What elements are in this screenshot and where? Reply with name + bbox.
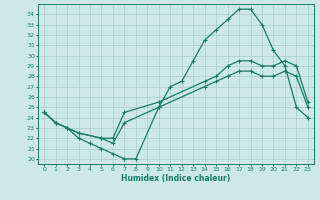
X-axis label: Humidex (Indice chaleur): Humidex (Indice chaleur): [121, 174, 231, 183]
